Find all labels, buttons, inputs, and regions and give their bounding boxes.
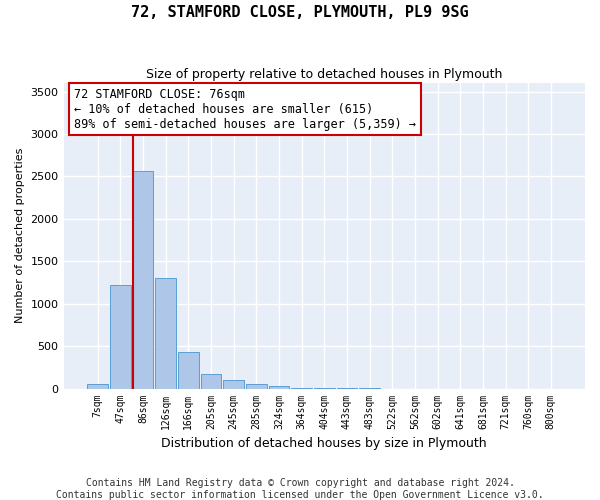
Bar xyxy=(133,172,154,388)
Text: 72, STAMFORD CLOSE, PLYMOUTH, PL9 9SG: 72, STAMFORD CLOSE, PLYMOUTH, PL9 9SG xyxy=(131,5,469,20)
Title: Size of property relative to detached houses in Plymouth: Size of property relative to detached ho… xyxy=(146,68,502,80)
Bar xyxy=(110,285,131,389)
Bar xyxy=(200,374,221,388)
Text: Contains HM Land Registry data © Crown copyright and database right 2024.
Contai: Contains HM Land Registry data © Crown c… xyxy=(56,478,544,500)
Y-axis label: Number of detached properties: Number of detached properties xyxy=(15,148,25,324)
Bar xyxy=(246,384,267,388)
Text: 72 STAMFORD CLOSE: 76sqm
← 10% of detached houses are smaller (615)
89% of semi-: 72 STAMFORD CLOSE: 76sqm ← 10% of detach… xyxy=(74,88,416,130)
Bar xyxy=(223,380,244,388)
Bar xyxy=(87,384,108,388)
Bar xyxy=(155,278,176,388)
Bar xyxy=(178,352,199,389)
X-axis label: Distribution of detached houses by size in Plymouth: Distribution of detached houses by size … xyxy=(161,437,487,450)
Bar xyxy=(269,386,289,388)
